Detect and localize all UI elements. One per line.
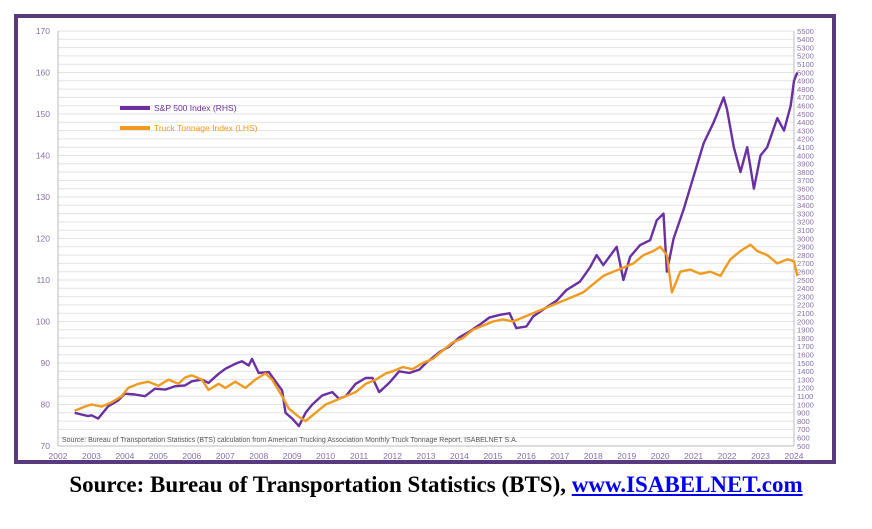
right-tick-label: 2700 — [797, 259, 814, 268]
legend-label: S&P 500 Index (RHS) — [154, 103, 237, 113]
right-tick-label: 700 — [797, 425, 810, 434]
right-tick-label: 4300 — [797, 126, 814, 135]
right-tick-label: 5200 — [797, 52, 814, 61]
right-tick-label: 3000 — [797, 234, 814, 243]
right-tick-label: 1600 — [797, 351, 814, 360]
right-tick-label: 2200 — [797, 301, 814, 310]
x-tick-label: 2016 — [517, 451, 536, 460]
right-tick-label: 1300 — [797, 375, 814, 384]
left-tick-label: 140 — [36, 151, 50, 161]
right-tick-label: 2900 — [797, 243, 814, 252]
left-tick-label: 80 — [41, 400, 51, 410]
right-tick-label: 1800 — [797, 334, 814, 343]
left-tick-label: 100 — [36, 317, 50, 327]
right-tick-label: 3800 — [797, 168, 814, 177]
right-tick-label: 800 — [797, 417, 810, 426]
right-tick-label: 2500 — [797, 276, 814, 285]
right-tick-label: 2600 — [797, 268, 814, 277]
x-tick-label: 2004 — [115, 451, 134, 460]
left-tick-label: 120 — [36, 234, 50, 244]
right-tick-label: 1200 — [797, 384, 814, 393]
left-tick-label: 70 — [41, 441, 51, 451]
right-tick-label: 4900 — [797, 77, 814, 86]
right-tick-label: 3700 — [797, 176, 814, 185]
right-tick-label: 4700 — [797, 93, 814, 102]
x-tick-label: 2010 — [316, 451, 335, 460]
x-tick-label: 2020 — [651, 451, 670, 460]
x-tick-label: 2022 — [718, 451, 737, 460]
x-tick-label: 2011 — [350, 451, 369, 460]
right-tick-label: 900 — [797, 409, 810, 418]
right-tick-label: 5500 — [797, 27, 814, 36]
right-tick-label: 2300 — [797, 292, 814, 301]
right-tick-label: 1400 — [797, 367, 814, 376]
right-tick-label: 2000 — [797, 317, 814, 326]
right-tick-label: 1700 — [797, 342, 814, 351]
isabelnet-link[interactable]: www.ISABELNET.com — [571, 472, 803, 497]
right-tick-label: 3900 — [797, 160, 814, 169]
x-tick-label: 2007 — [216, 451, 235, 460]
line-chart: 70 80 90 100 110 120 130 140 150 160 170 5006007008… — [36, 26, 814, 460]
x-tick-label: 2015 — [483, 451, 502, 460]
chart-frame: 70 80 90 100 110 120 130 140 150 160 170 500 600 700 8… — [14, 14, 836, 464]
right-tick-label: 4400 — [797, 118, 814, 127]
x-tick-label: 2002 — [49, 451, 68, 460]
x-tick-label: 2009 — [283, 451, 302, 460]
legend-label: Truck Tonnage Index (LHS) — [154, 123, 258, 133]
right-tick-label: 4600 — [797, 102, 814, 111]
series-line-1 — [74, 243, 799, 423]
right-tick-label: 1100 — [797, 392, 813, 401]
right-tick-label: 2100 — [797, 309, 814, 318]
left-tick-label: 90 — [41, 358, 51, 368]
x-tick-label: 2014 — [450, 451, 469, 460]
chart-source-note: Source: Bureau of Transportation Statist… — [62, 437, 518, 444]
right-tick-label: 4500 — [797, 110, 814, 119]
right-tick-label: 1500 — [797, 359, 814, 368]
x-tick-label: 2013 — [417, 451, 436, 460]
x-tick-label: 2005 — [149, 451, 168, 460]
right-tick-label: 3500 — [797, 193, 814, 202]
x-tick-label: 2012 — [383, 451, 402, 460]
x-tick-label: 2018 — [584, 451, 603, 460]
right-tick-label: 1900 — [797, 326, 814, 335]
x-tick-label: 2019 — [617, 451, 636, 460]
right-tick-label: 1000 — [797, 400, 814, 409]
right-tick-label: 3100 — [797, 226, 814, 235]
left-tick-label: 110 — [36, 275, 50, 285]
left-tick-label: 150 — [36, 109, 50, 119]
right-tick-label: 5300 — [797, 43, 814, 52]
series-line-0 — [74, 72, 799, 428]
x-tick-label: 2021 — [684, 451, 703, 460]
left-tick-label: 170 — [36, 26, 50, 36]
x-tick-label: 2024 — [785, 451, 804, 460]
right-tick-label: 3600 — [797, 185, 814, 194]
x-tick-label: 2003 — [82, 451, 101, 460]
right-tick-label: 5000 — [797, 68, 814, 77]
right-tick-label: 5100 — [797, 60, 814, 69]
left-tick-label: 160 — [36, 68, 50, 78]
left-tick-label: 130 — [36, 192, 50, 202]
right-tick-label: 4100 — [797, 143, 814, 152]
right-tick-label: 500 — [797, 442, 810, 451]
right-tick-label: 600 — [797, 434, 810, 443]
right-tick-label: 4000 — [797, 151, 814, 160]
right-tick-label: 3200 — [797, 218, 814, 227]
right-tick-label: 3300 — [797, 209, 814, 218]
source-footer: Source: Bureau of Transportation Statist… — [0, 472, 872, 498]
right-tick-label: 2800 — [797, 251, 814, 260]
right-tick-label: 4200 — [797, 135, 814, 144]
source-label: Source: Bureau of Transportation Statist… — [69, 472, 572, 497]
right-tick-label: 5400 — [797, 35, 814, 44]
x-tick-label: 2017 — [550, 451, 569, 460]
x-tick-label: 2008 — [249, 451, 268, 460]
x-tick-label: 2006 — [182, 451, 201, 460]
right-tick-label: 2400 — [797, 284, 814, 293]
x-tick-label: 2023 — [751, 451, 770, 460]
right-tick-label: 4800 — [797, 85, 814, 94]
right-tick-label: 3400 — [797, 201, 814, 210]
